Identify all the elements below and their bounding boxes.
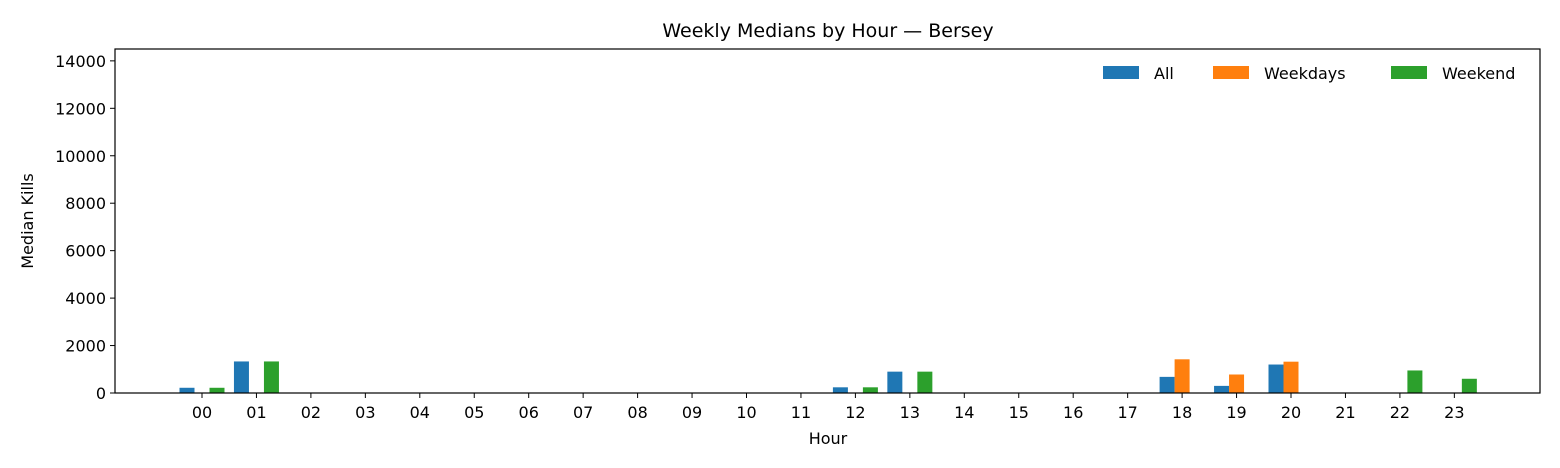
bar-weekdays-20	[1283, 361, 1299, 393]
bar-all-19	[1214, 385, 1230, 393]
y-axis: 0 2000 4000 6000 8000 10000 12000 14000	[55, 52, 115, 403]
bars-layer	[179, 359, 1477, 393]
y-tick-label: 10000	[55, 147, 106, 166]
y-tick-label: 6000	[65, 242, 106, 261]
x-tick-label: 01	[246, 403, 266, 422]
x-tick-label: 17	[1117, 403, 1137, 422]
legend-label-weekend: Weekend	[1442, 64, 1515, 83]
x-tick-label: 02	[301, 403, 321, 422]
bar-all-20	[1268, 364, 1284, 393]
legend: All Weekdays Weekend	[1103, 64, 1515, 83]
x-tick-label: 23	[1444, 403, 1464, 422]
y-tick-label: 8000	[65, 194, 106, 213]
x-tick-label: 22	[1390, 403, 1410, 422]
x-tick-label: 10	[736, 403, 756, 422]
bar-weekend-13	[917, 371, 933, 393]
legend-swatch-all	[1103, 66, 1139, 79]
x-tick-label: 14	[954, 403, 974, 422]
y-tick-label: 14000	[55, 52, 106, 71]
x-tick-label: 12	[845, 403, 865, 422]
y-tick-label: 4000	[65, 289, 106, 308]
plot-frame	[114, 48, 1541, 394]
x-tick-label: 11	[791, 403, 811, 422]
x-tick-label: 00	[192, 403, 212, 422]
x-tick-label: 13	[900, 403, 920, 422]
x-tick-label: 05	[464, 403, 484, 422]
x-axis-label: Hour	[809, 429, 848, 448]
x-tick-label: 19	[1226, 403, 1246, 422]
x-tick-label: 20	[1281, 403, 1301, 422]
legend-swatch-weekend	[1391, 66, 1427, 79]
x-tick-label: 07	[573, 403, 593, 422]
bar-weekdays-19	[1229, 374, 1245, 393]
bar-weekend-01	[263, 361, 279, 393]
x-tick-label: 16	[1063, 403, 1083, 422]
x-tick-label: 08	[627, 403, 647, 422]
legend-swatch-weekdays	[1213, 66, 1249, 79]
y-tick-label: 12000	[55, 99, 106, 118]
bar-all-12	[832, 387, 848, 393]
x-tick-label: 06	[519, 403, 539, 422]
bar-weekend-12	[862, 387, 878, 393]
bar-weekend-22	[1407, 370, 1423, 393]
bar-all-13	[887, 371, 903, 393]
x-tick-label: 18	[1172, 403, 1192, 422]
x-tick-label: 04	[410, 403, 430, 422]
x-axis: 00 01 02 03 04 05 06 07 08 09 10 11 12 13 14 15 16 17 18 19…	[192, 393, 1465, 422]
bar-weekdays-18	[1174, 359, 1190, 393]
legend-label-weekdays: Weekdays	[1264, 64, 1346, 83]
bar-all-18	[1159, 376, 1175, 393]
legend-label-all: All	[1154, 64, 1174, 83]
bar-weekend-00	[209, 387, 225, 393]
y-tick-label: 2000	[65, 337, 106, 356]
x-tick-label: 21	[1335, 403, 1355, 422]
x-tick-label: 09	[682, 403, 702, 422]
x-tick-label: 03	[355, 403, 375, 422]
chart-title: Weekly Medians by Hour — Bersey	[662, 20, 993, 42]
bar-all-00	[179, 387, 195, 393]
bar-weekend-23	[1461, 378, 1477, 393]
y-tick-label: 0	[96, 384, 106, 403]
y-axis-label: Median Kills	[18, 173, 37, 268]
x-tick-label: 15	[1009, 403, 1029, 422]
bar-all-01	[233, 361, 249, 393]
